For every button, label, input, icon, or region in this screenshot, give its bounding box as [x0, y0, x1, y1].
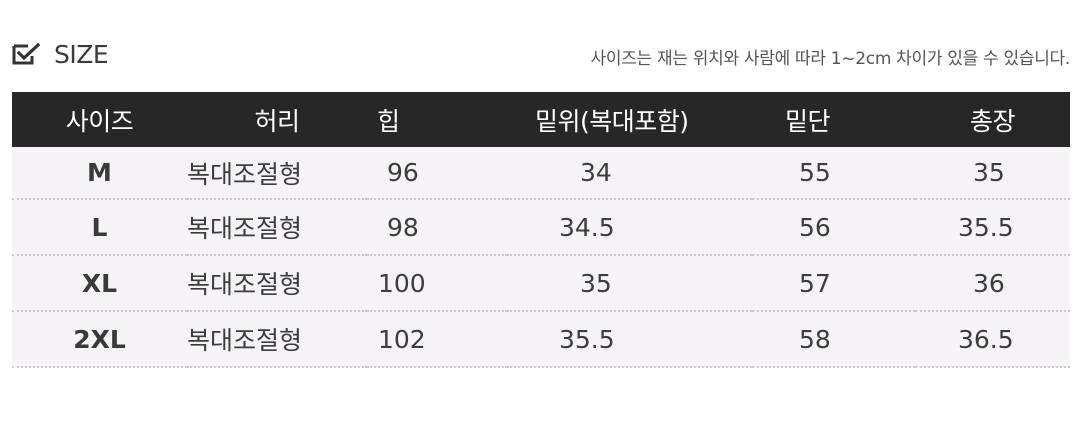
cell-waist-text: 복대조절형 [187, 214, 303, 243]
table-row: XL 복대조절형 100 35 57 36 [12, 255, 1070, 312]
size-header: SIZE 사이즈는 재는 위치와 사람에 따라 1~2cm 차이가 있을 수 있… [12, 36, 1070, 72]
cell-hip: 100 [367, 255, 507, 312]
cell-waist: 복대조절형 [187, 199, 367, 256]
size-table: 사이즈 허리 힙 밑위(복대포함) 밑단 총장 M 복대조절형 96 34 55… [12, 92, 1070, 368]
cell-rise: 34 [507, 147, 752, 200]
cell-hem: 56 [752, 199, 915, 256]
cell-hip: 102 [367, 311, 507, 368]
cell-length: 36.5 [915, 311, 1070, 368]
cell-rise: 35.5 [507, 311, 752, 368]
cell-waist-text: 복대조절형 [187, 270, 303, 299]
cell-hem: 57 [752, 255, 915, 312]
cell-size: XL [12, 255, 187, 312]
cell-hip: 98 [367, 199, 507, 256]
column-header-rise: 밑위(복대포함) [507, 92, 752, 147]
cell-length: 35 [915, 147, 1070, 200]
column-header-size: 사이즈 [12, 92, 187, 147]
cell-hip: 96 [367, 147, 507, 200]
table-body: M 복대조절형 96 34 55 35 L 복대조절형 98 34.5 56 3… [12, 147, 1070, 368]
table-header-row: 사이즈 허리 힙 밑위(복대포함) 밑단 총장 [12, 92, 1070, 147]
cell-hip-text: 100 [378, 268, 426, 298]
cell-waist-text: 복대조절형 [187, 159, 303, 189]
column-header-hip: 힙 [367, 92, 507, 147]
size-title-group: SIZE [12, 36, 109, 72]
column-header-length: 총장 [915, 92, 1070, 147]
cell-waist-text: 복대조절형 [187, 326, 303, 355]
cell-hem: 58 [752, 311, 915, 368]
cell-size: L [12, 199, 187, 256]
table-header: 사이즈 허리 힙 밑위(복대포함) 밑단 총장 [12, 92, 1070, 147]
table-row: M 복대조절형 96 34 55 35 [12, 147, 1070, 200]
cell-waist: 복대조절형 [187, 311, 367, 368]
checkbox-pencil-icon [12, 42, 41, 65]
column-header-hem: 밑단 [752, 92, 915, 147]
size-title: SIZE [54, 39, 109, 69]
table-row: L 복대조절형 98 34.5 56 35.5 [12, 199, 1070, 256]
cell-hip-text: 96 [387, 158, 419, 187]
cell-length: 35.5 [915, 199, 1070, 256]
cell-size: 2XL [12, 311, 187, 368]
cell-rise: 34.5 [507, 199, 752, 256]
cell-rise: 35 [507, 255, 752, 312]
cell-hem: 55 [752, 147, 915, 200]
table-row: 2XL 복대조절형 102 35.5 58 36.5 [12, 311, 1070, 368]
size-note: 사이즈는 재는 위치와 사람에 따라 1~2cm 차이가 있을 수 있습니다. [590, 49, 1071, 69]
cell-size: M [12, 147, 187, 200]
cell-waist: 복대조절형 [187, 255, 367, 312]
column-header-waist: 허리 [187, 92, 367, 147]
cell-length: 36 [915, 255, 1070, 312]
cell-waist: 복대조절형 [187, 147, 367, 200]
cell-hip-text: 102 [378, 324, 426, 354]
cell-hip-text: 98 [387, 212, 419, 242]
